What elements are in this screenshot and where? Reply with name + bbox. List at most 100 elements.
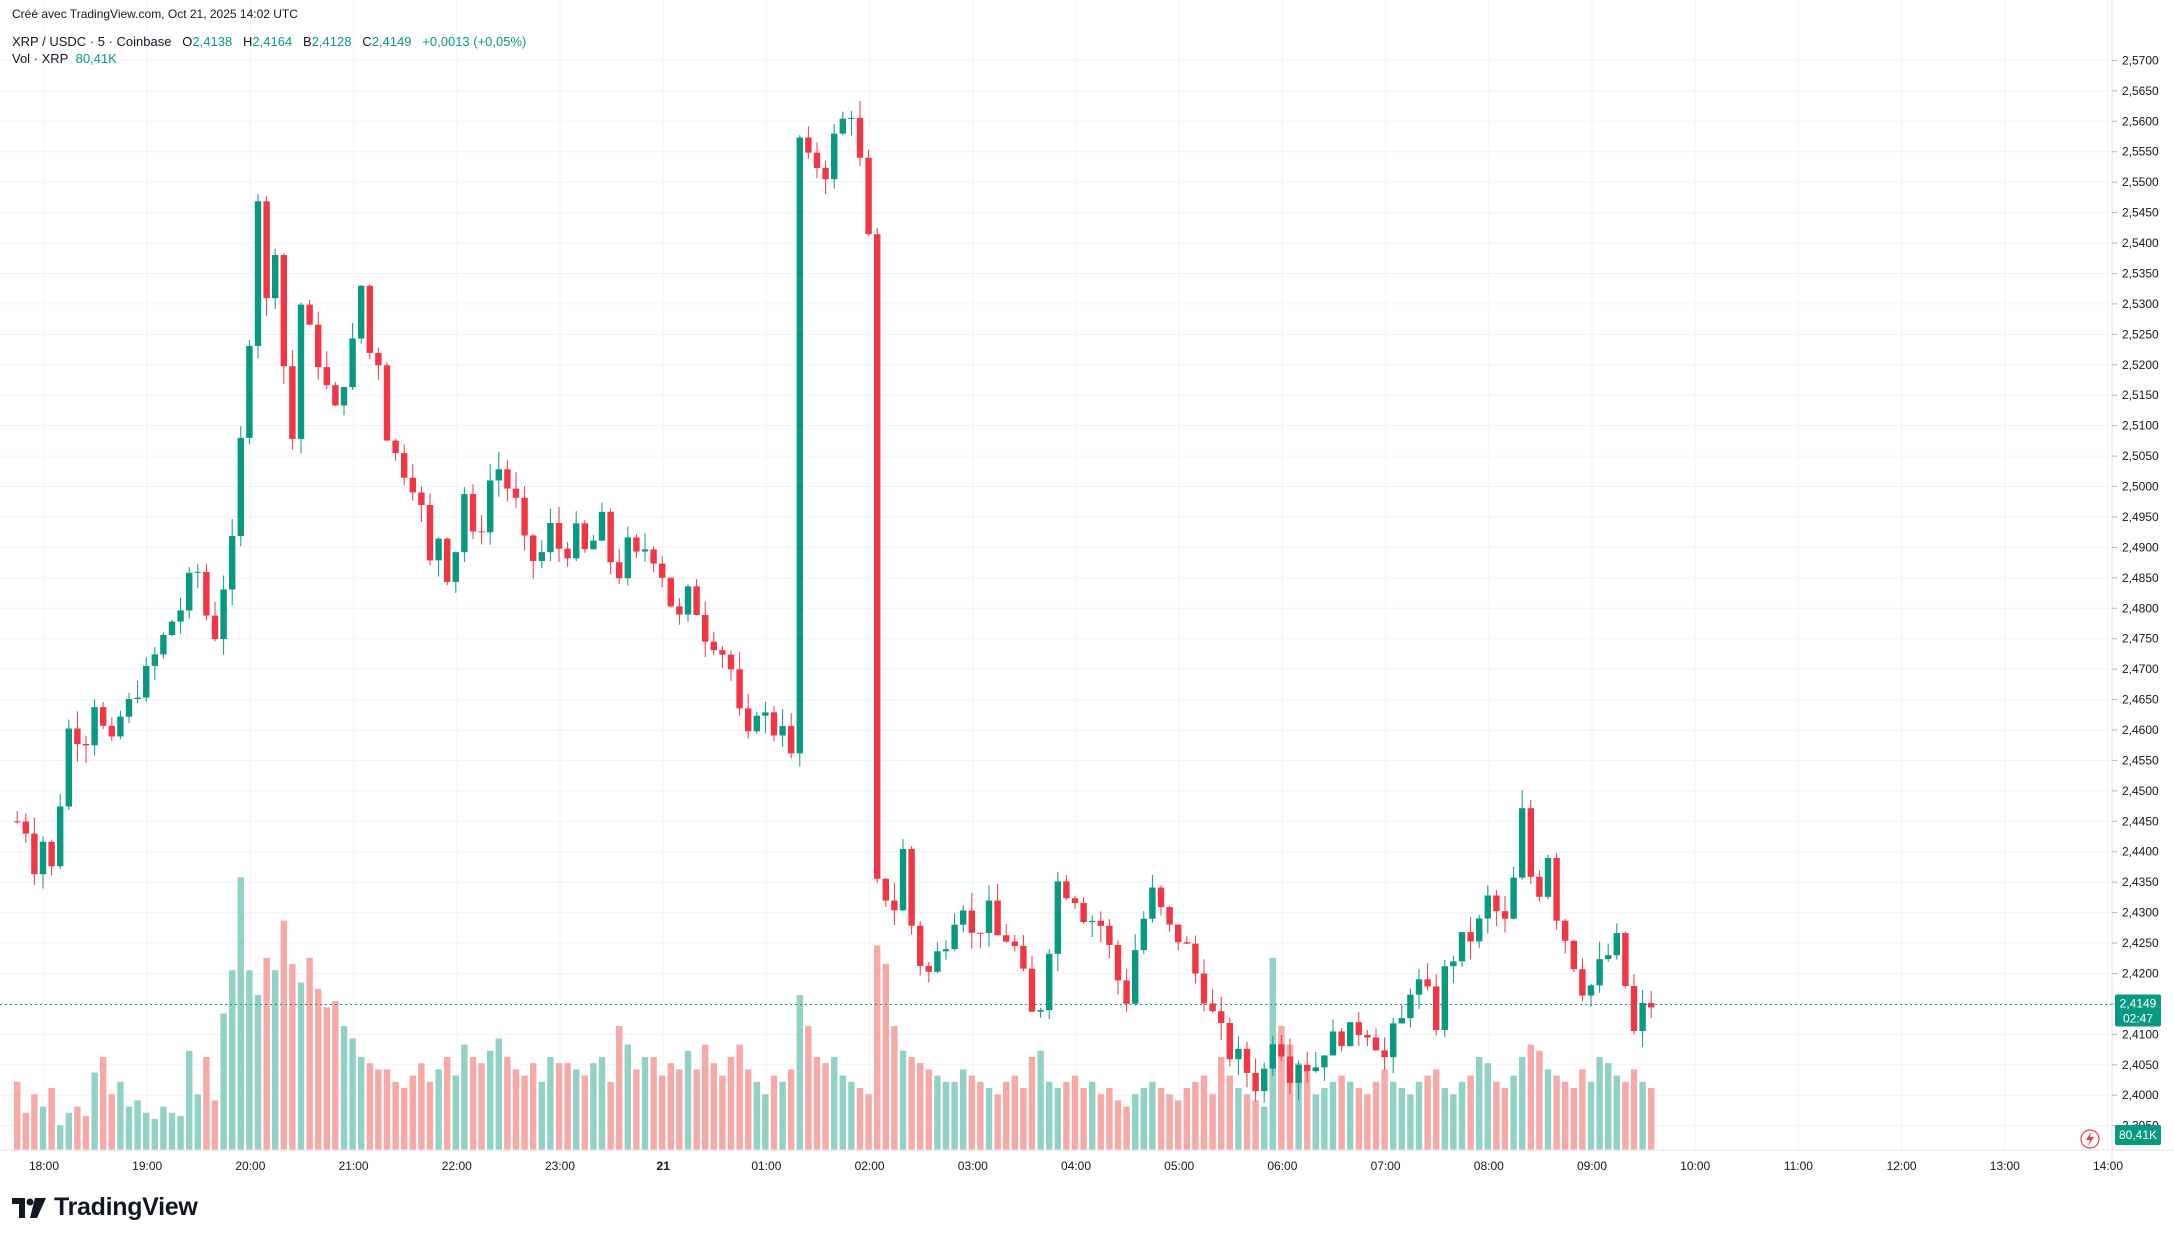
volume-bar [1467,1075,1474,1150]
candle-body [229,535,236,590]
candle [1450,955,1457,984]
volume-bar [727,1057,735,1150]
candle-body [1510,877,1517,919]
candle [1243,1041,1251,1088]
candle-body [762,712,769,716]
candle-body [1450,961,1457,967]
candle-body [710,641,717,651]
volume-bar [220,1013,227,1150]
candle [177,597,184,634]
x-tick-label: 02:00 [855,1159,885,1173]
y-tick-label: 2,4350 [2122,875,2159,889]
x-tick-label: 22:00 [442,1159,472,1173]
volume-bar [1562,1081,1569,1150]
candle [1106,919,1113,959]
candle [1562,918,1569,954]
volume-bar [607,1081,614,1150]
candle-body [1054,881,1061,954]
symbol-label[interactable]: XRP / USDC · 5 · Coinbase [12,34,172,49]
candle-body [31,833,38,875]
candle-body [727,654,735,670]
volume-bar [856,1088,864,1150]
candle-body [865,157,872,235]
candle [684,584,692,622]
candle [349,323,356,390]
candle-body [538,552,545,562]
candle [547,508,554,562]
candle [891,882,898,926]
candle [186,566,193,619]
volume-bar [1278,1026,1285,1150]
volume-bar [891,1026,898,1150]
candle [31,817,38,885]
volume-bar [848,1081,855,1150]
volume-bar [1295,1063,1302,1150]
candle-body [1028,968,1036,1012]
volume-bar [831,1057,838,1150]
volume-bar [211,1100,219,1150]
volume-bar [340,1026,348,1150]
volume-bar [1390,1081,1397,1150]
candle [1132,934,1139,1006]
price-axis[interactable]: 2,39502,40002,40502,41002,41502,42002,42… [2112,53,2159,1133]
volume-bar [968,1075,975,1150]
candle-body [108,725,115,737]
volume-bar [469,1057,477,1150]
volume-bar [1157,1088,1165,1150]
candle [160,632,167,659]
candle [1329,1019,1337,1056]
volume-bar [547,1057,554,1150]
candle-body [375,352,382,366]
y-tick-label: 2,4000 [2122,1088,2159,1102]
candle [1441,960,1448,1038]
candle-body [977,932,984,934]
volume-bar [1252,1100,1259,1150]
candle-body [598,511,606,541]
candle-body [917,925,924,966]
volume-bar [1415,1081,1423,1150]
candle [82,735,90,763]
volume-bar [598,1057,606,1150]
candle [315,311,322,380]
volume-bar [788,1069,795,1150]
volume-bar [1458,1081,1466,1150]
candle-body [134,697,141,700]
candle [1355,1011,1362,1047]
volume-bar [1622,1081,1629,1150]
volume-bar [1080,1088,1087,1150]
candle-body [1183,942,1190,944]
candle-body [796,137,803,754]
tradingview-logo[interactable]: TradingView [12,1193,198,1222]
candle [1476,914,1483,948]
candle-body [1175,924,1182,943]
candle [1338,1028,1345,1052]
candle-body [1570,940,1577,970]
volume-bar [1235,1088,1242,1150]
volume-bar [1183,1088,1190,1150]
candle [1372,1028,1380,1051]
candle-body [1605,955,1612,960]
high-label: H [243,34,253,49]
volume-bar [383,1069,391,1150]
candle-body [168,621,176,635]
x-tick-label: 23:00 [545,1159,575,1173]
open-value: 2,4138 [192,34,233,49]
candle-body [1458,932,1466,962]
candle-body [616,562,623,579]
candle-body [788,726,795,754]
volume-bar [1493,1081,1500,1150]
y-tick-label: 2,4750 [2122,632,2159,646]
lightning-icon[interactable] [2080,1129,2100,1149]
candle [908,846,915,935]
volume-bar [1132,1094,1139,1150]
time-axis[interactable]: 18:00 19:00 20:00 21:00 22:00 23:00 21 01:00 02:… [29,1159,2123,1173]
x-tick-label: 04:00 [1061,1159,1091,1173]
volume-bar [1381,1069,1388,1150]
candle-body [349,338,356,388]
candle [1304,1051,1311,1083]
candle-body [1630,986,1638,1032]
candle-body [1613,933,1620,956]
volume-bar [1123,1106,1130,1150]
candle-body [263,201,270,299]
